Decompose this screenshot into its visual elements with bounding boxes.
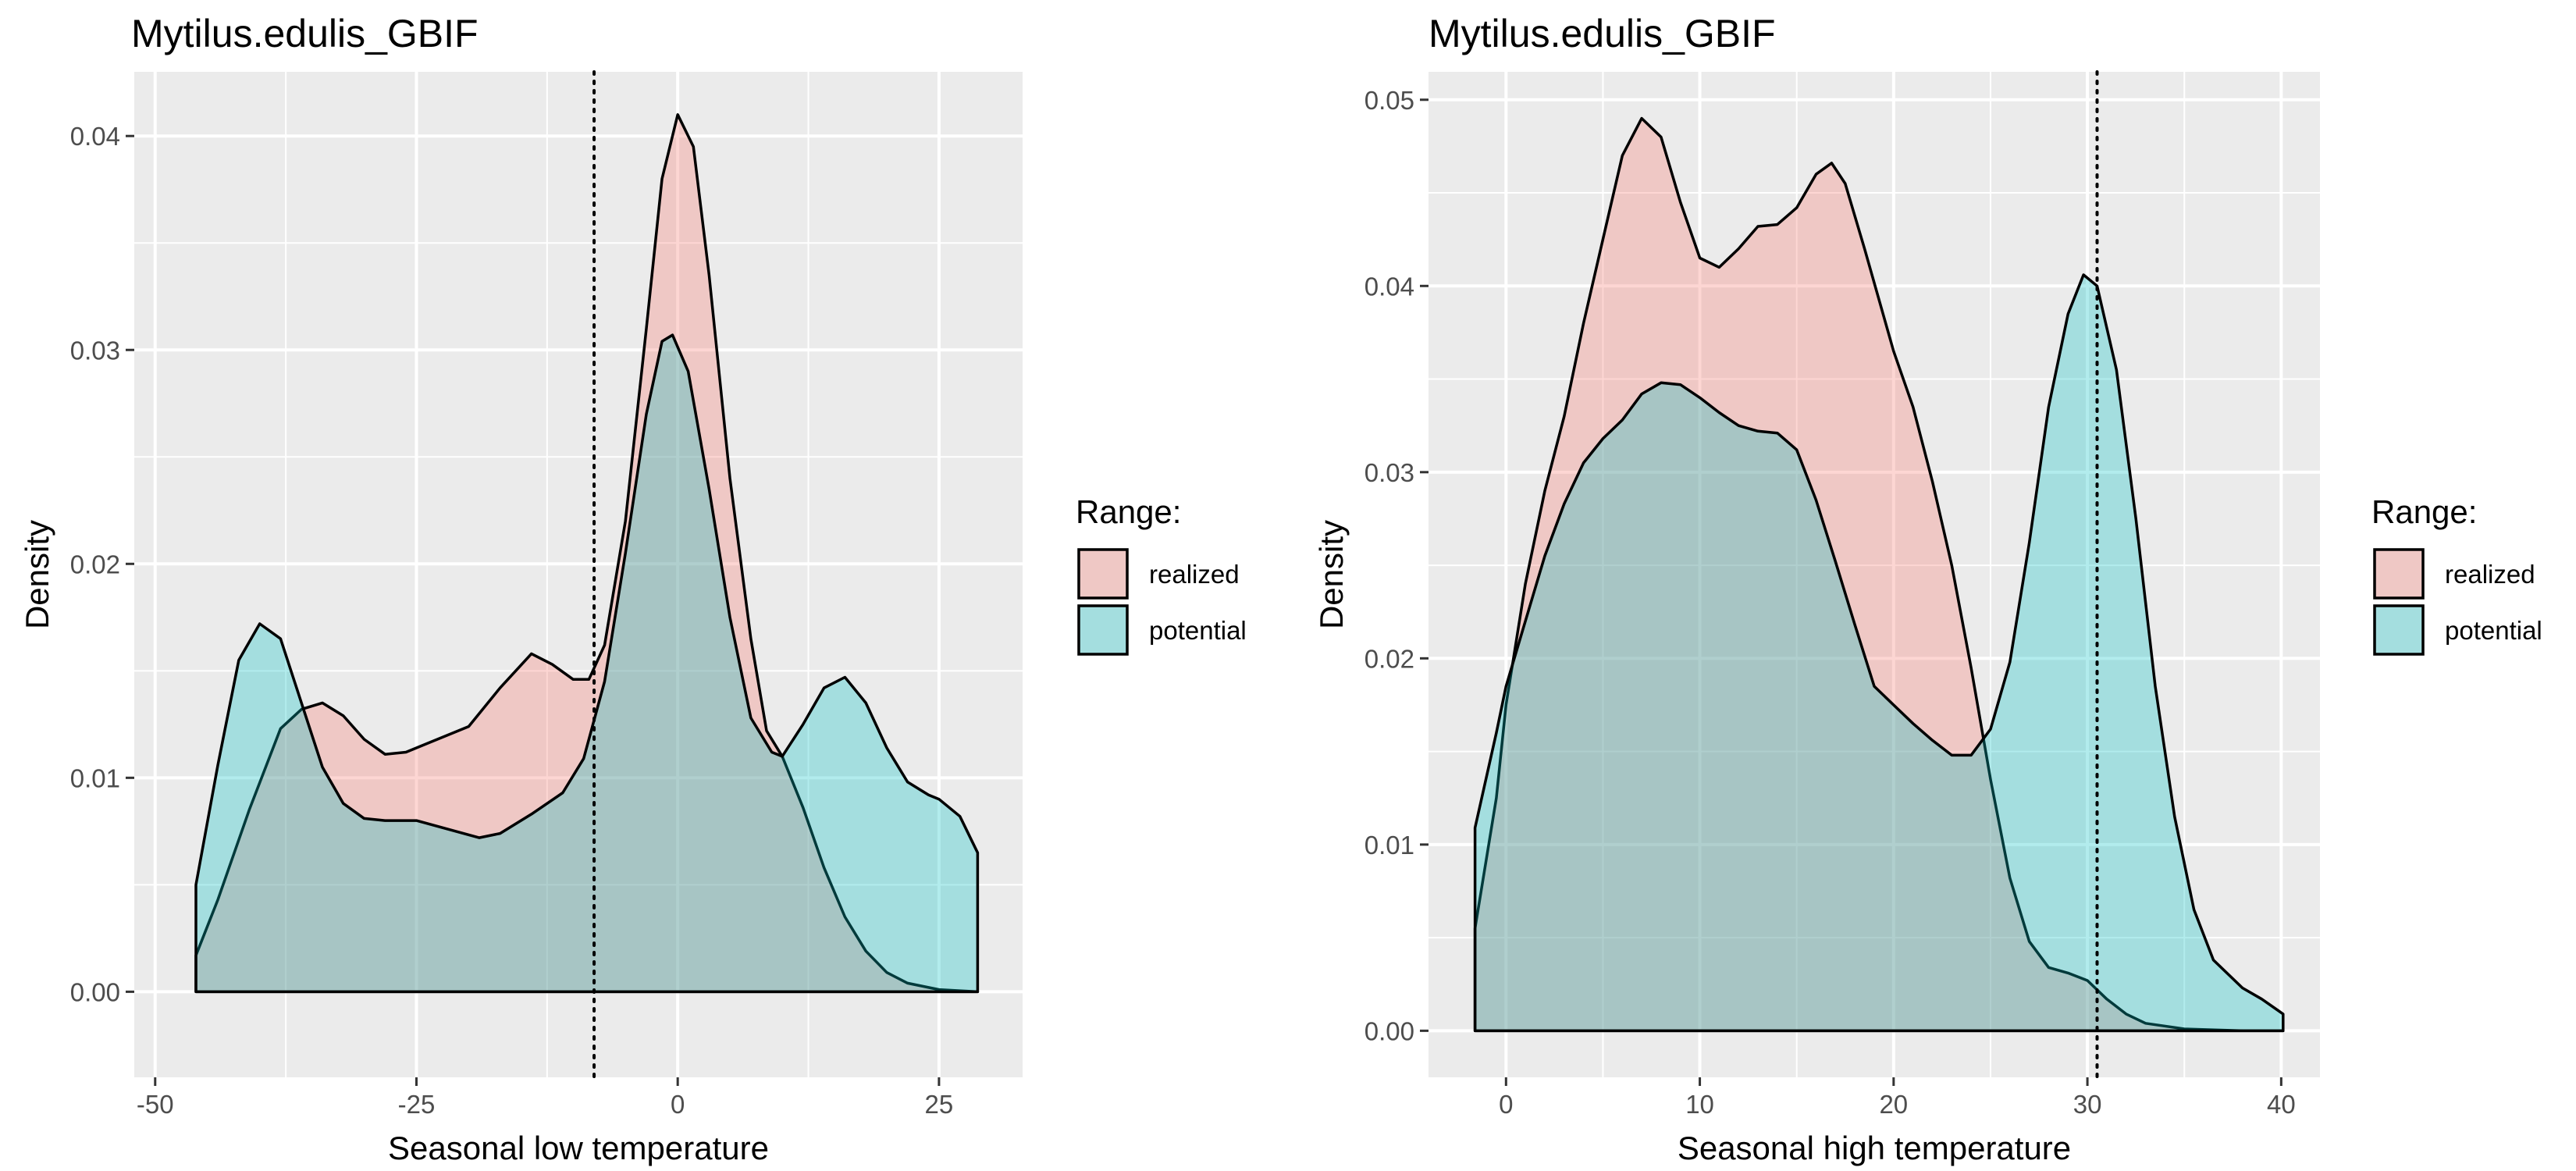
- y-tick-label: 0.03: [70, 336, 120, 365]
- legend-swatch-realized: [1077, 548, 1129, 600]
- y-tick-label: 0.05: [1364, 86, 1414, 115]
- x-tick-label: 0: [671, 1090, 685, 1119]
- legend-label-potential: potential: [1149, 616, 1247, 645]
- legend-title: Range:: [2371, 493, 2477, 530]
- x-tick-label: 20: [1879, 1090, 1908, 1119]
- legend-swatch-potential: [2373, 604, 2425, 656]
- legend-label-potential: potential: [2445, 616, 2542, 645]
- legend: Range: realized potential: [1076, 493, 1247, 656]
- x-tick-label: 40: [2267, 1090, 2296, 1119]
- y-tick-label: 0.01: [1364, 831, 1414, 860]
- y-axis-label: Density: [1313, 520, 1350, 629]
- legend-swatch-potential: [1077, 604, 1129, 656]
- x-tick-label: -25: [398, 1090, 436, 1119]
- x-tick-label: 0: [1499, 1090, 1513, 1119]
- y-tick-label: 0.01: [70, 763, 120, 792]
- legend-key-background: [1077, 604, 1129, 656]
- legend-label-realized: realized: [1149, 560, 1240, 589]
- x-axis-label: Seasonal low temperature: [388, 1130, 769, 1166]
- density-area-potential: [1473, 273, 2285, 1033]
- grid: [134, 72, 1023, 1077]
- legend-key-background: [2373, 548, 2425, 600]
- chart-seasonal-low: -50 -25 0 25 0.00 0.01 0.02 0.03 0.04 Mytilus.edu…: [19, 12, 1247, 1166]
- legend-key-background: [1077, 548, 1129, 600]
- x-tick-label: 10: [1685, 1090, 1714, 1119]
- y-tick-label: 0.02: [70, 550, 120, 578]
- density-area-realized: [194, 113, 980, 994]
- legend-key-background: [2373, 604, 2425, 656]
- density-areas: [1473, 116, 2285, 1033]
- panel-background: [1429, 72, 2320, 1077]
- x-axis-label: Seasonal high temperature: [1678, 1130, 2071, 1166]
- y-tick-label: 0.02: [1364, 644, 1414, 673]
- chart-title: Mytilus.edulis_GBIF: [131, 12, 479, 55]
- density-area-realized: [1473, 116, 2285, 1033]
- y-tick-label: 0.04: [1364, 272, 1414, 301]
- y-tick-label: 0.00: [70, 977, 120, 1006]
- y-tick-label: 0.03: [1364, 458, 1414, 487]
- x-tick-label: 25: [925, 1090, 954, 1119]
- density-area-potential: [194, 333, 980, 994]
- x-tick-label: -50: [137, 1090, 174, 1119]
- density-areas: [194, 113, 980, 994]
- legend-swatch-realized: [2373, 548, 2425, 600]
- chart-title: Mytilus.edulis_GBIF: [1429, 12, 1776, 55]
- chart-seasonal-high: 0 10 20 30 40 0.00 0.01 0.02 0.03 0.04 0.05 Mytilus…: [1313, 12, 2542, 1166]
- y-tick-label: 0.04: [70, 122, 120, 151]
- panel-background: [134, 72, 1023, 1077]
- legend-label-realized: realized: [2445, 560, 2535, 589]
- y-axis-label: Density: [19, 520, 55, 629]
- x-tick-label: 30: [2073, 1090, 2102, 1119]
- legend: Range: realized potential: [2371, 493, 2542, 656]
- legend-title: Range:: [1076, 493, 1181, 530]
- y-tick-label: 0.00: [1364, 1016, 1414, 1045]
